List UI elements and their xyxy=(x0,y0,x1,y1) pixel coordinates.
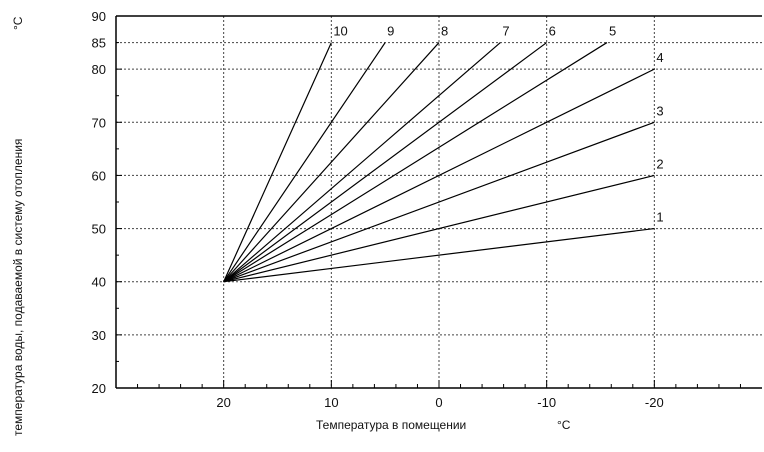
y-tick-label: 30 xyxy=(92,328,106,343)
heating-curve-5 xyxy=(223,42,608,283)
heating-curve-6 xyxy=(223,42,548,283)
x-tick-label: 20 xyxy=(216,395,230,410)
tick-layer xyxy=(116,42,741,388)
heating-curve-4 xyxy=(223,68,655,283)
heating-curve-8 xyxy=(223,42,440,283)
curve-label-2: 2 xyxy=(656,156,663,171)
heating-curve-1 xyxy=(223,227,655,283)
y-axis-title: температура воды, подаваемой в систему о… xyxy=(11,139,25,436)
curve-label-10: 10 xyxy=(333,24,347,39)
curve-label-1: 1 xyxy=(656,210,663,225)
curve-label-7: 7 xyxy=(502,24,509,39)
x-tick-label: -20 xyxy=(645,395,664,410)
y-tick-label: 40 xyxy=(92,275,106,290)
y-tick-label: 85 xyxy=(92,36,106,51)
curve-label-4: 4 xyxy=(656,50,663,65)
heating-curve-7 xyxy=(223,42,501,283)
x-axis-unit: °C xyxy=(557,418,571,432)
curve-label-8: 8 xyxy=(441,24,448,39)
label-layer: 20 10 0 -10 -20 20 30 40 50 60 70 80 85 90 1 2 3 4 5 6 7 8 9 10 xyxy=(92,9,664,410)
curve-label-6: 6 xyxy=(549,24,556,39)
curve-label-5: 5 xyxy=(609,24,616,39)
y-tick-label: 90 xyxy=(92,9,106,24)
x-axis-title: Температура в помещении xyxy=(316,418,466,432)
y-tick-label: 80 xyxy=(92,62,106,77)
x-tick-label: 0 xyxy=(435,395,442,410)
y-tick-label: 60 xyxy=(92,168,106,183)
heating-curve-2 xyxy=(223,174,655,283)
heating-curve-10 xyxy=(223,42,332,282)
y-tick-label: 20 xyxy=(92,381,106,396)
x-tick-label: 10 xyxy=(324,395,338,410)
curve-label-9: 9 xyxy=(387,24,394,39)
heating-curve-9 xyxy=(223,42,386,283)
curve-label-3: 3 xyxy=(656,103,663,118)
heating-curve-3 xyxy=(223,121,655,283)
y-tick-label: 70 xyxy=(92,115,106,130)
curve-layer xyxy=(223,42,655,283)
x-tick-label: -10 xyxy=(537,395,556,410)
y-tick-label: 50 xyxy=(92,222,106,237)
y-axis-unit: °C xyxy=(11,16,25,30)
